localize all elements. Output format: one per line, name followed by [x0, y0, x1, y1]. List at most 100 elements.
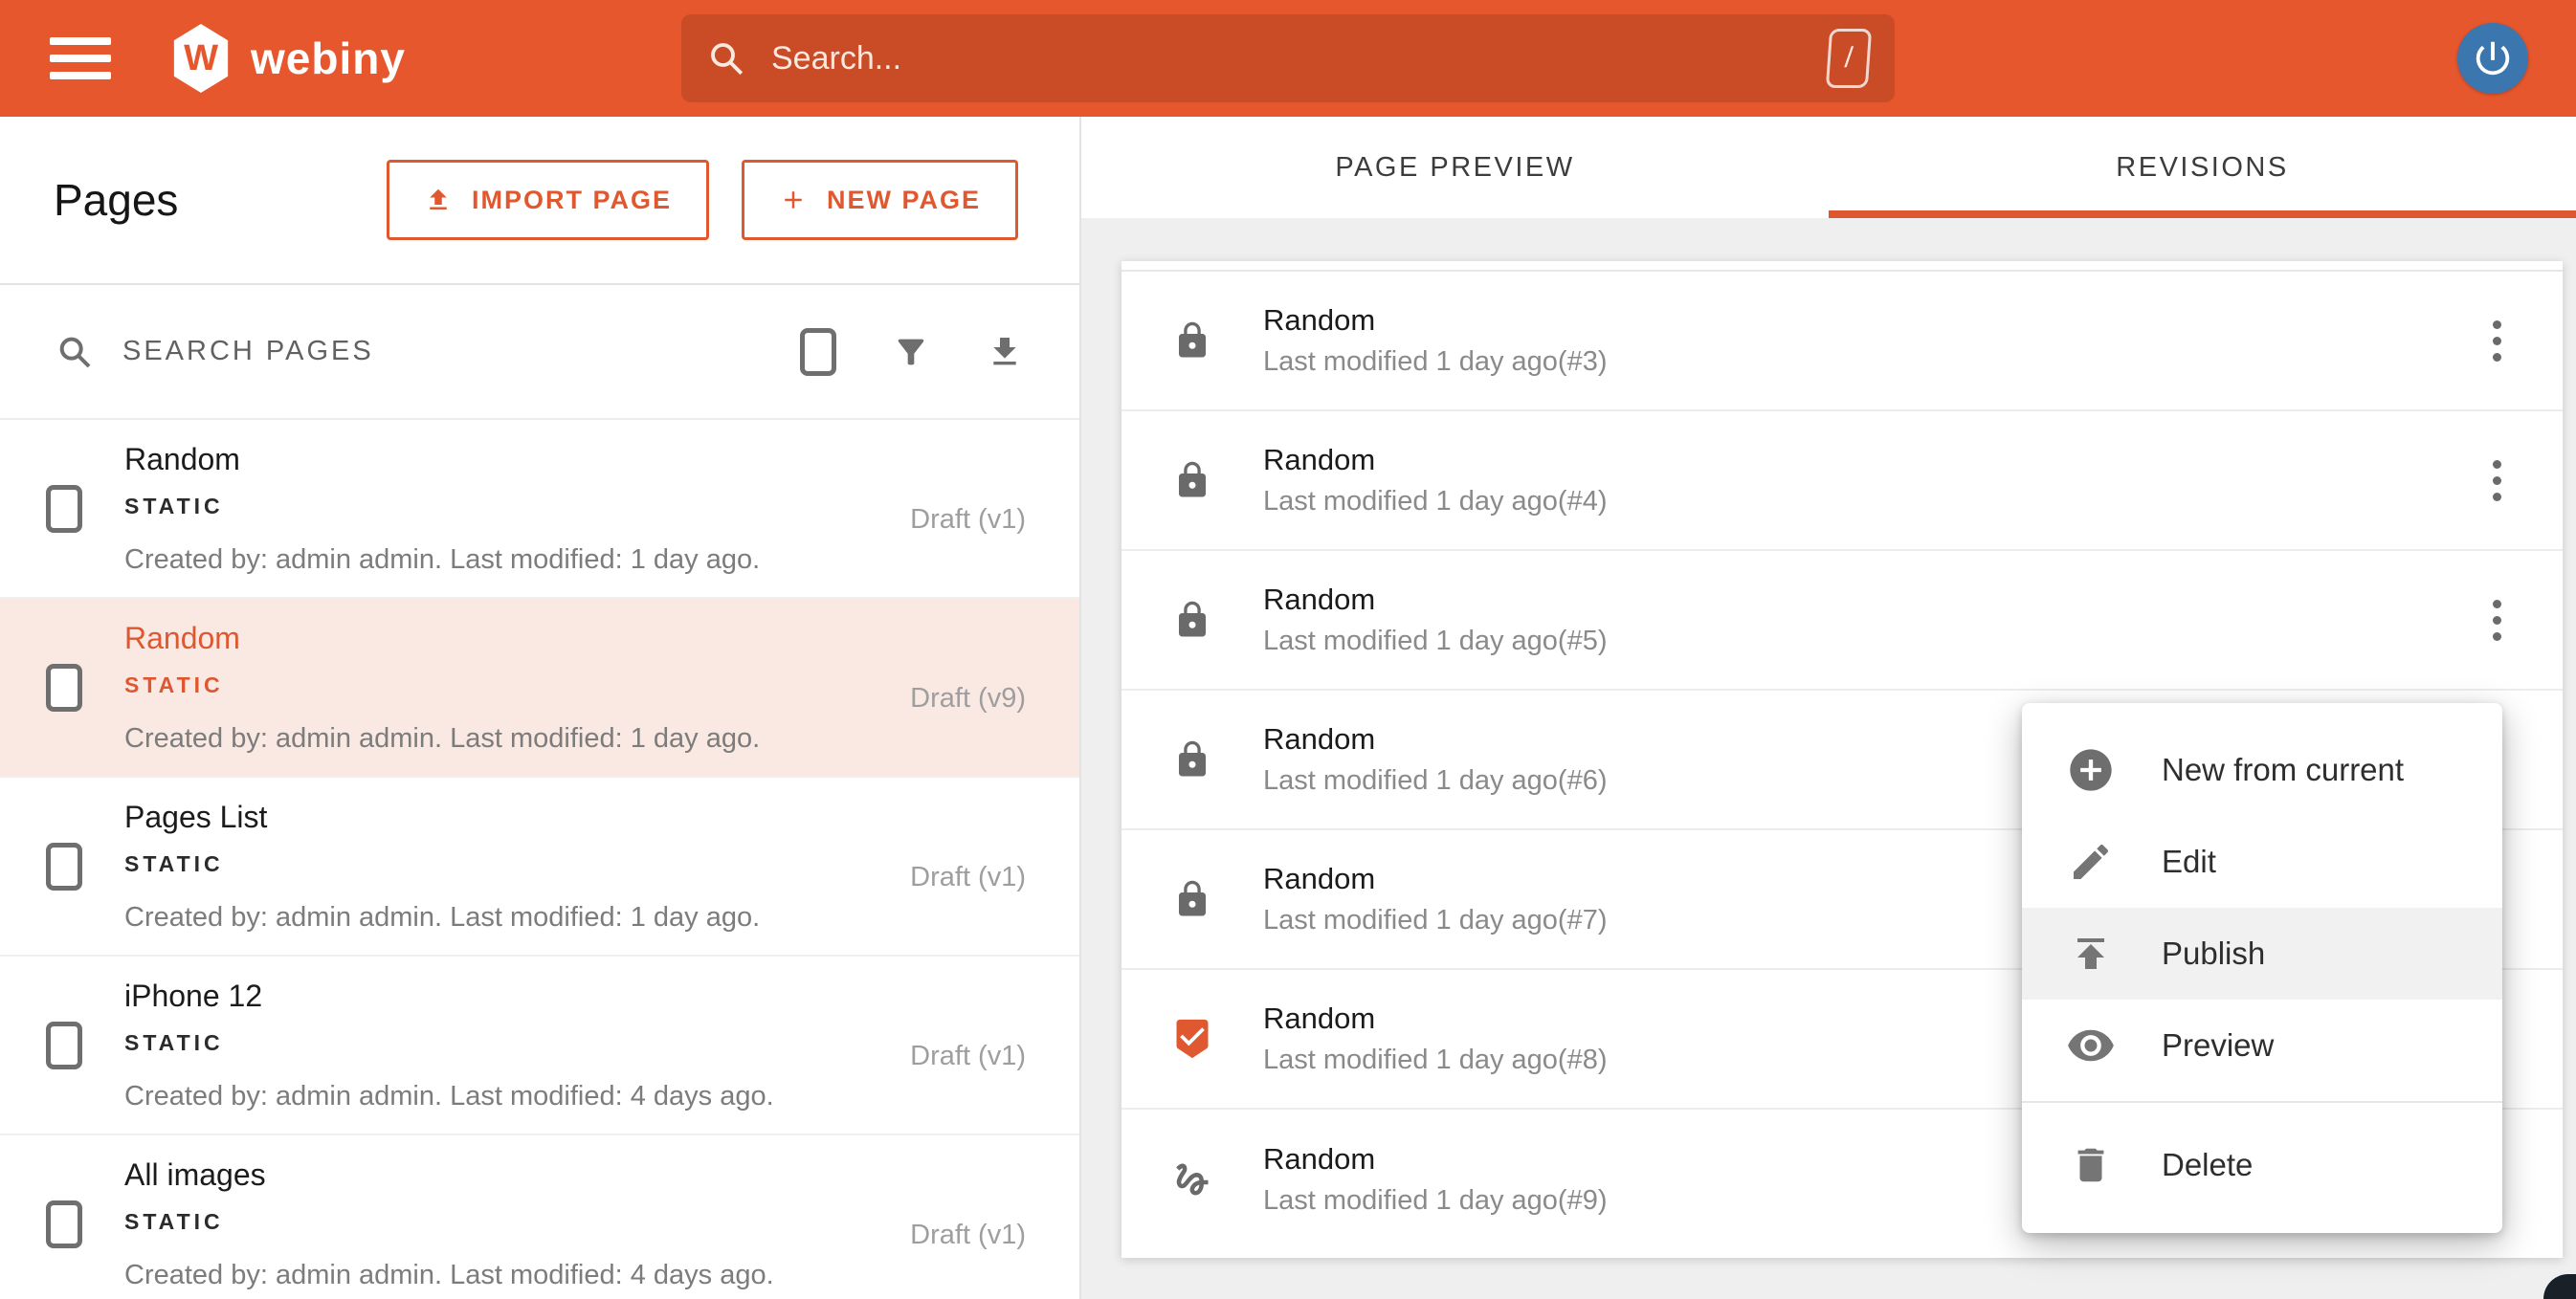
plus-icon: [785, 191, 802, 209]
menu-item-publish[interactable]: Publish: [2022, 908, 2502, 1000]
revision-row-draft[interactable]: Random Last modified 1 day ago(#9): [1121, 1110, 2563, 1249]
pencil-icon: [2074, 844, 2109, 879]
user-avatar[interactable]: [2457, 23, 2528, 94]
page-list-item[interactable]: iPhone 12 STATIC Created by: admin admin…: [0, 957, 1079, 1135]
page-item-type-badge: STATIC: [124, 493, 224, 518]
lock-icon: [1179, 321, 1206, 358]
revision-meta: Last modified 1 day ago(#6): [1263, 765, 1608, 796]
search-pages-input[interactable]: [121, 335, 800, 368]
lock-icon: [1179, 880, 1206, 916]
page-checkbox[interactable]: [46, 663, 82, 712]
page-item-meta: Created by: admin admin. Last modified: …: [124, 543, 761, 575]
page-item-title: All images: [124, 1156, 266, 1192]
lock-icon: [1179, 601, 1206, 637]
revision-title: Random: [1263, 1002, 1376, 1035]
page-title: Pages: [54, 175, 179, 225]
pages-header: Pages IMPORT PAGE NEW PAGE: [0, 117, 1079, 285]
menu-divider: [2022, 1101, 2502, 1103]
revision-row-published[interactable]: Random Last modified 1 day ago(#8): [1121, 970, 2563, 1110]
revisions-scroll-sliver: [1121, 261, 2563, 272]
lock-icon: [1179, 740, 1206, 777]
revision-meta: Last modified 1 day ago(#9): [1263, 1185, 1608, 1216]
webiny-logo: W webiny: [170, 24, 406, 93]
revision-title: Random: [1263, 1142, 1376, 1176]
app-bar: W webiny /: [0, 0, 2576, 117]
page-item-status: Draft (v1): [910, 1041, 1026, 1071]
revision-title: Random: [1263, 722, 1376, 756]
kebab-menu-icon[interactable]: [2483, 590, 2511, 650]
upload-icon: [430, 188, 447, 209]
page-item-title: Random: [124, 441, 240, 476]
revision-row[interactable]: Random Last modified 1 day ago(#5): [1121, 551, 2563, 691]
kebab-menu-icon[interactable]: [2483, 451, 2511, 511]
import-page-button[interactable]: IMPORT PAGE: [386, 160, 709, 240]
revision-title: Random: [1263, 583, 1376, 616]
page-item-status: Draft (v1): [910, 504, 1026, 535]
global-search-input[interactable]: [769, 38, 1828, 78]
lock-icon: [1179, 461, 1206, 497]
page-item-title: Random: [124, 620, 240, 655]
bottom-right-widget[interactable]: [2543, 1274, 2576, 1299]
page-item-title: iPhone 12: [124, 978, 263, 1013]
page-checkbox[interactable]: [46, 842, 82, 891]
webiny-hexagon-icon: W: [173, 24, 229, 93]
power-icon: [2476, 41, 2510, 76]
page-list-item[interactable]: Random STATIC Created by: admin admin. L…: [0, 420, 1079, 599]
page-item-meta: Created by: admin admin. Last modified: …: [124, 1080, 774, 1112]
page-item-status: Draft (v1): [910, 862, 1026, 892]
page-item-meta: Created by: admin admin. Last modified: …: [124, 901, 761, 933]
published-check-shield-icon: [1176, 1019, 1209, 1059]
revision-title: Random: [1263, 443, 1376, 476]
revision-row[interactable]: Random Last modified 1 day ago(#7): [1121, 830, 2563, 970]
revision-title: Random: [1263, 862, 1376, 895]
header-buttons: IMPORT PAGE NEW PAGE: [386, 160, 1018, 240]
revision-title: Random: [1263, 303, 1376, 337]
draft-gesture-icon: [1176, 1163, 1209, 1196]
revision-row[interactable]: Random Last modified 1 day ago(#3): [1121, 272, 2563, 411]
page-item-type-badge: STATIC: [124, 672, 224, 697]
revision-row[interactable]: Random Last modified 1 day ago(#4): [1121, 411, 2563, 551]
page-item-type-badge: STATIC: [124, 1029, 224, 1055]
revision-meta: Last modified 1 day ago(#3): [1263, 346, 1608, 377]
revision-context-menu: New from current Edit Publish Preview De…: [2022, 703, 2502, 1233]
page-item-meta: Created by: admin admin. Last modified: …: [124, 722, 761, 754]
page-list-item[interactable]: All images STATIC Created by: admin admi…: [0, 1135, 1079, 1299]
trash-icon: [2077, 1148, 2104, 1182]
global-search-bar[interactable]: /: [681, 14, 1895, 102]
export-download-icon[interactable]: [986, 333, 1024, 371]
tab-revisions[interactable]: REVISIONS: [1829, 117, 2576, 218]
pages-panel: Pages IMPORT PAGE NEW PAGE: [0, 117, 1081, 1299]
page-checkbox[interactable]: [46, 484, 82, 533]
menu-item-new-from-current[interactable]: New from current: [2022, 724, 2502, 816]
page-item-type-badge: STATIC: [124, 850, 224, 876]
brand-name: webiny: [251, 33, 406, 83]
menu-item-delete[interactable]: Delete: [2022, 1112, 2502, 1218]
page-item-meta: Created by: admin admin. Last modified: …: [124, 1259, 774, 1290]
kebab-menu-icon[interactable]: [2483, 311, 2511, 371]
page-checkbox[interactable]: [46, 1021, 82, 1069]
add-circle-icon: [2070, 749, 2112, 791]
tab-page-preview[interactable]: PAGE PREVIEW: [1335, 151, 1575, 183]
search-icon: [711, 43, 744, 76]
eye-icon: [2068, 1029, 2114, 1062]
revision-meta: Last modified 1 day ago(#8): [1263, 1045, 1608, 1075]
hamburger-menu-icon[interactable]: [50, 37, 111, 79]
detail-tabbar: PAGE PREVIEW REVISIONS: [1081, 117, 2576, 218]
page-item-title: Pages List: [124, 799, 268, 834]
select-all-checkbox[interactable]: [800, 327, 836, 376]
list-tools: [800, 327, 1024, 376]
page-item-status: Draft (v1): [910, 1220, 1026, 1250]
page-list-item[interactable]: Pages List STATIC Created by: admin admi…: [0, 778, 1079, 957]
publish-icon: [2077, 938, 2104, 969]
menu-item-preview[interactable]: Preview: [2022, 1000, 2502, 1091]
menu-item-edit[interactable]: Edit: [2022, 816, 2502, 908]
page-checkbox[interactable]: [46, 1200, 82, 1248]
filter-icon[interactable]: [892, 333, 930, 371]
revision-meta: Last modified 1 day ago(#4): [1263, 486, 1608, 517]
tab-active-underline: [1829, 210, 2576, 218]
page-list-item-selected[interactable]: Random STATIC Created by: admin admin. L…: [0, 599, 1079, 778]
revision-meta: Last modified 1 day ago(#5): [1263, 626, 1608, 656]
revision-meta: Last modified 1 day ago(#7): [1263, 905, 1608, 936]
new-page-button[interactable]: NEW PAGE: [741, 160, 1018, 240]
